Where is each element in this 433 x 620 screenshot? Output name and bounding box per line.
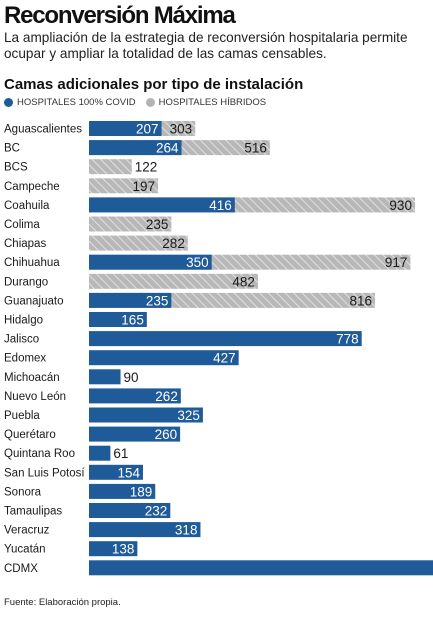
bar-hibridos	[89, 159, 132, 175]
bar-covid	[89, 464, 143, 480]
chart-title: Camas adicionales por tipo de instalació…	[4, 76, 304, 93]
category-label: Durango	[4, 276, 48, 288]
value-label-covid: 778	[336, 332, 359, 347]
value-label-hibridos: 197	[133, 179, 156, 194]
value-label-hibridos: 917	[385, 255, 408, 270]
bar-covid	[89, 197, 235, 213]
bar-covid	[89, 140, 182, 156]
value-label-covid: 207	[136, 122, 159, 137]
category-label: Jalisco	[4, 334, 39, 346]
bar-covid	[89, 312, 147, 327]
legend-item-covid: HOSPITALES 100% COVID	[4, 97, 136, 108]
legend-swatch-hibridos	[145, 97, 155, 107]
bar-covid	[89, 121, 162, 136]
value-label-hibridos: 516	[244, 141, 267, 156]
category-label: Guanajuato	[4, 295, 63, 307]
category-label: Veracruz	[4, 525, 50, 537]
source-note: Fuente: Elaboración propia.	[4, 597, 121, 608]
category-label: BCS	[4, 162, 28, 174]
bar-hibridos	[89, 273, 258, 289]
value-label-covid: 154	[117, 465, 140, 480]
legend-label-covid: HOSPITALES 100% COVID	[17, 96, 136, 108]
category-label: Coahuila	[4, 200, 50, 212]
value-label-hibridos: 303	[170, 122, 193, 137]
value-label-covid: 165	[121, 313, 144, 328]
bar-covid	[89, 292, 172, 308]
bar-hibridos	[89, 178, 159, 194]
value-label-hibridos: 482	[232, 274, 255, 289]
legend-swatch-covid	[4, 97, 13, 107]
value-label-covid: 260	[155, 427, 178, 442]
value-label-covid: 138	[112, 542, 135, 557]
category-label: Yucatán	[4, 544, 46, 556]
category-label: San Luis Potosí	[4, 467, 85, 479]
value-label-covid: 189	[130, 484, 153, 499]
category-label: Hidalgo	[4, 315, 43, 327]
bar-hibridos	[89, 216, 172, 232]
bar-covid	[89, 483, 156, 499]
category-label: Chiapas	[4, 238, 46, 250]
category-label: Campeche	[4, 181, 60, 193]
category-label: Sonora	[4, 486, 42, 498]
bar-covid	[89, 560, 433, 576]
value-label-covid: 232	[145, 504, 168, 519]
bar-covid	[89, 503, 171, 518]
category-label: Aguascalientes	[4, 124, 82, 136]
category-label: Querétaro	[4, 429, 56, 441]
legend-item-hibridos: HOSPITALES HÍBRIDOS	[145, 96, 267, 108]
category-label: Edomex	[4, 353, 46, 365]
bar-covid	[89, 350, 239, 366]
value-label-hibridos: 816	[349, 293, 372, 308]
page-title: Reconversión Máxima	[4, 2, 236, 29]
category-label: BC	[4, 143, 20, 155]
bar-covid	[89, 388, 181, 404]
bar-hibridos	[89, 235, 188, 251]
value-label-covid: 90	[124, 370, 139, 385]
value-label-hibridos: 235	[146, 217, 169, 232]
bar-covid	[89, 254, 212, 270]
bar-covid	[89, 541, 138, 557]
value-label-hibridos: 930	[389, 198, 412, 213]
value-label-covid: 318	[175, 523, 198, 538]
page-subtitle: La ampliación de la estrategia de reconv…	[4, 30, 408, 61]
value-label-covid: 427	[213, 351, 236, 366]
value-label-covid: 325	[177, 408, 200, 423]
category-label: Tamaulipas	[4, 506, 62, 518]
bar-covid	[89, 369, 121, 385]
category-label: Nuevo León	[4, 391, 66, 403]
chart-legend: HOSPITALES 100% COVID HOSPITALES HÍBRIDO…	[4, 96, 276, 108]
bar-covid	[89, 331, 362, 347]
bar-covid	[89, 426, 181, 442]
category-label: Colima	[4, 219, 40, 231]
value-label-covid: 235	[146, 293, 169, 308]
category-label: CDMX	[4, 563, 38, 575]
value-label-covid: 416	[209, 198, 232, 213]
value-label-covid: 264	[156, 141, 179, 156]
value-label-hibridos: 122	[135, 160, 158, 175]
legend-label-hibridos: HOSPITALES HÍBRIDOS	[158, 96, 267, 108]
value-label-covid: 61	[113, 446, 128, 461]
category-label: Quintana Roo	[4, 448, 75, 460]
bar-covid	[89, 522, 201, 538]
bar-covid	[89, 407, 203, 423]
value-label-covid: 350	[186, 255, 209, 270]
category-label: Michoacán	[4, 372, 60, 384]
value-label-covid: 262	[155, 389, 178, 404]
category-label: Chihuahua	[4, 257, 60, 269]
value-label-hibridos: 282	[162, 236, 185, 251]
bar-covid	[89, 445, 111, 461]
category-label: Puebla	[4, 410, 40, 422]
